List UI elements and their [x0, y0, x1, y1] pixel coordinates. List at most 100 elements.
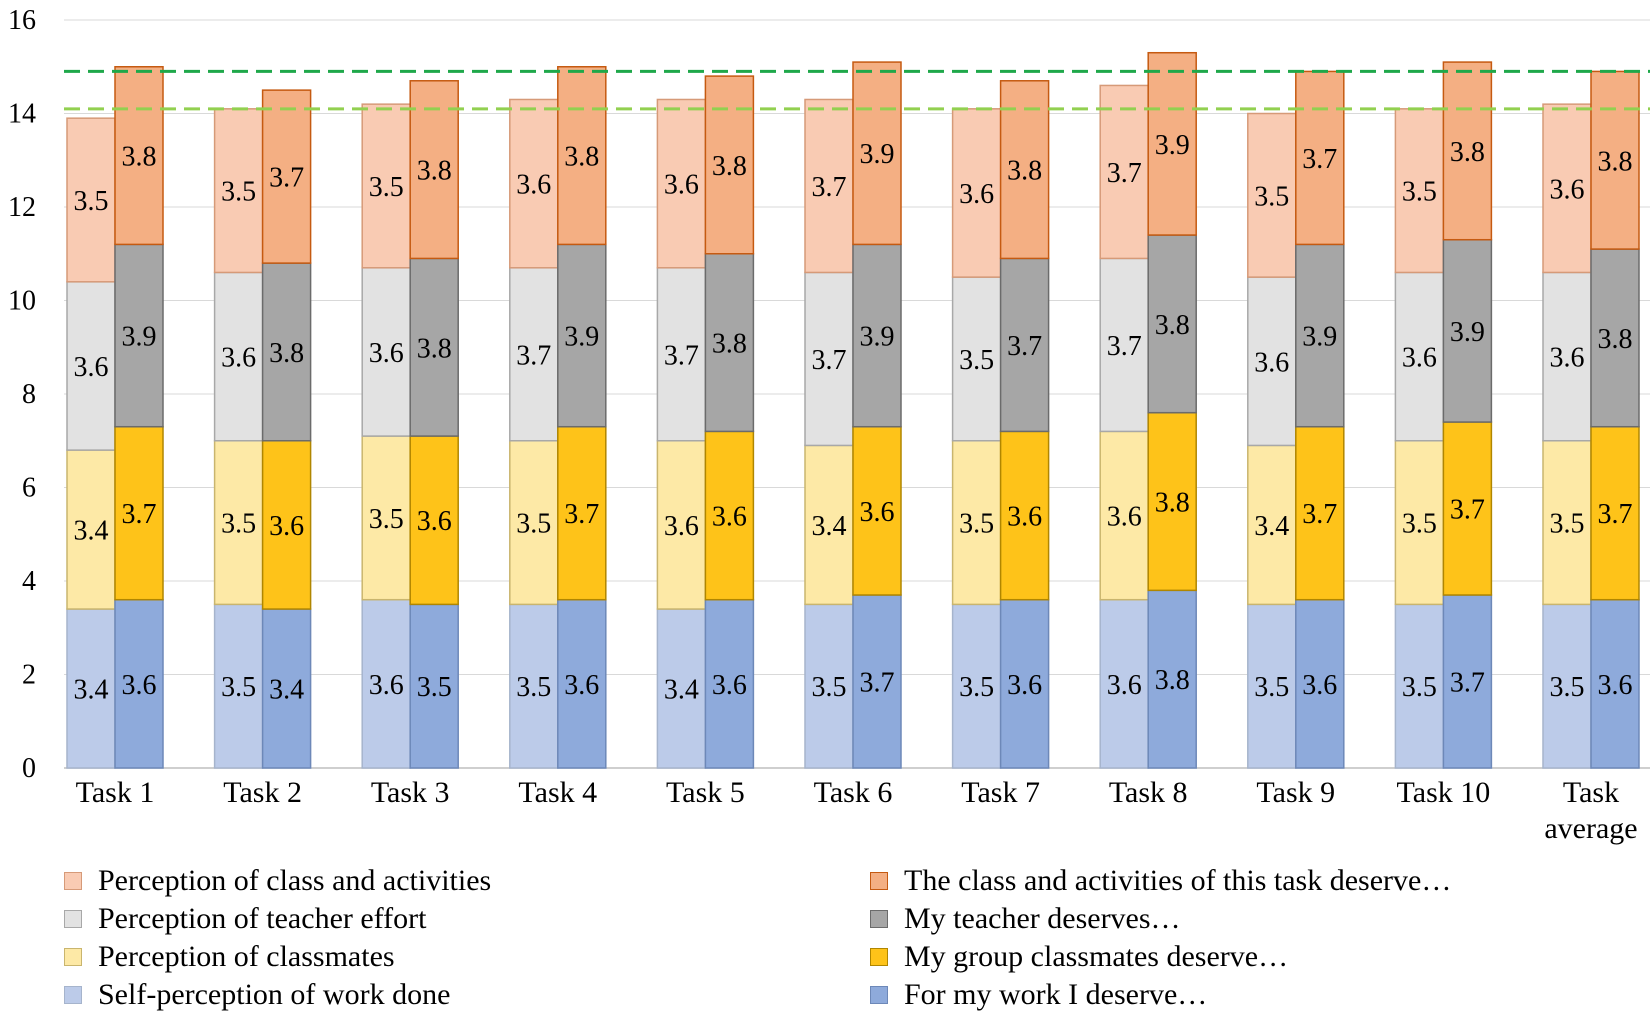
- bar-segment: [1442, 61, 1493, 241]
- bar-segment: [804, 98, 854, 274]
- bar-segment: [409, 257, 459, 437]
- data-label: 3.5: [1254, 672, 1289, 703]
- bar-segment: [1147, 411, 1197, 592]
- data-label: 3.9: [122, 322, 157, 353]
- legend-label: Perception of teacher effort: [98, 902, 427, 935]
- bar-segment: [557, 243, 607, 428]
- data-label: 3.8: [1155, 310, 1190, 341]
- data-label: 3.6: [269, 511, 304, 542]
- bar-segment: [1295, 70, 1345, 246]
- data-label: 3.9: [1155, 130, 1190, 161]
- data-label: 3.6: [712, 502, 747, 533]
- x-tick-label: Task 3: [371, 776, 450, 809]
- data-label: 3.6: [564, 670, 599, 701]
- data-label: 3.5: [221, 509, 256, 540]
- bar-segment: [509, 603, 559, 769]
- bar-segment: [656, 98, 707, 269]
- bar-segment: [509, 98, 559, 269]
- bar-segment: [1394, 603, 1445, 769]
- bar-segment: [409, 603, 459, 769]
- y-tick-label: 8: [22, 379, 36, 410]
- data-label: 3.7: [664, 340, 699, 371]
- bar-segment: [1442, 238, 1493, 423]
- legend-swatch: [870, 872, 888, 890]
- data-label: 3.6: [516, 170, 551, 201]
- data-label: 3.5: [369, 172, 404, 203]
- legend-item-self-perception: Self-perception of work done: [64, 976, 450, 1014]
- legend-swatch: [64, 872, 82, 890]
- data-label: 3.8: [269, 338, 304, 369]
- x-tick-label: average: [1544, 812, 1637, 845]
- bar-segment: [656, 440, 707, 610]
- data-label: 3.6: [664, 170, 699, 201]
- data-label: 3.9: [860, 139, 895, 170]
- data-label: 3.7: [1302, 144, 1337, 175]
- data-label: 3.4: [812, 511, 847, 542]
- reference-lines: [64, 69, 1650, 111]
- legend-label: The class and activities of this task de…: [904, 864, 1452, 897]
- data-label: 3.5: [74, 186, 109, 217]
- bar-segment: [1099, 257, 1149, 433]
- bar-segment: [213, 603, 264, 769]
- x-tick-label: Task 5: [666, 776, 745, 809]
- bar-segment: [852, 243, 902, 428]
- data-label: 3.6: [1402, 343, 1437, 374]
- data-label: 3.6: [1550, 343, 1585, 374]
- data-label: 3.7: [1107, 158, 1142, 189]
- data-label: 3.8: [417, 156, 452, 187]
- y-tick-label: 10: [8, 286, 36, 317]
- data-label: 3.7: [812, 172, 847, 203]
- bar-segment: [1394, 440, 1445, 606]
- data-label: 3.9: [564, 322, 599, 353]
- bar-segment: [1295, 425, 1345, 601]
- bar-segment: [704, 430, 755, 601]
- bar-segment: [1590, 425, 1640, 601]
- bar-segment: [261, 262, 312, 442]
- data-label: 3.6: [1254, 347, 1289, 378]
- data-label: 3.6: [712, 670, 747, 701]
- bar-segment: [261, 440, 312, 610]
- data-label: 3.5: [221, 177, 256, 208]
- data-label: 3.5: [1550, 509, 1585, 540]
- data-label: 3.7: [564, 499, 599, 530]
- legend-item-teacher-deserve: My teacher deserves…: [870, 900, 1181, 938]
- bar-segment: [704, 75, 755, 255]
- legend-label: Self-perception of work done: [98, 978, 451, 1011]
- data-label: 3.6: [1107, 670, 1142, 701]
- legend-swatch: [64, 910, 82, 928]
- data-label: 3.8: [1155, 665, 1190, 696]
- data-label: 3.6: [1107, 502, 1142, 533]
- data-label: 3.7: [269, 163, 304, 194]
- bar-segment: [1542, 103, 1592, 274]
- legend-swatch: [64, 986, 82, 1004]
- bar-segment: [361, 267, 411, 437]
- bar-segment: [804, 271, 854, 447]
- legend-swatch: [870, 910, 888, 928]
- data-label: 3.5: [959, 345, 994, 376]
- bar-segment: [66, 449, 116, 610]
- data-label: 3.6: [1598, 670, 1633, 701]
- bar-segment: [1542, 440, 1592, 606]
- data-label: 3.6: [221, 343, 256, 374]
- bar-segment: [1099, 598, 1149, 769]
- data-label: 3.9: [860, 322, 895, 353]
- y-tick-label: 6: [22, 473, 36, 504]
- bar-segment: [1442, 421, 1493, 596]
- bar-segment: [852, 594, 902, 769]
- data-label: 3.6: [74, 352, 109, 383]
- bar-segment: [804, 444, 854, 606]
- bar-segment: [1147, 51, 1197, 236]
- x-tick-label: Task 8: [1109, 776, 1188, 809]
- data-label: 3.8: [712, 151, 747, 182]
- legend-swatch: [870, 986, 888, 1004]
- legend-label: For my work I deserve…: [904, 978, 1208, 1011]
- data-label: 3.6: [369, 338, 404, 369]
- bar-segment: [409, 435, 459, 606]
- x-tick-label: Task 6: [814, 776, 893, 809]
- data-label: 3.7: [1302, 499, 1337, 530]
- bars: [66, 51, 1640, 769]
- bar-segment: [66, 117, 116, 283]
- bar-segment: [1247, 112, 1297, 278]
- x-axis-ticks: Task 1 Task 2 Task 3 Task 4 Task 5 Task 6 Task…: [76, 776, 1638, 845]
- bar-segment: [1590, 248, 1640, 428]
